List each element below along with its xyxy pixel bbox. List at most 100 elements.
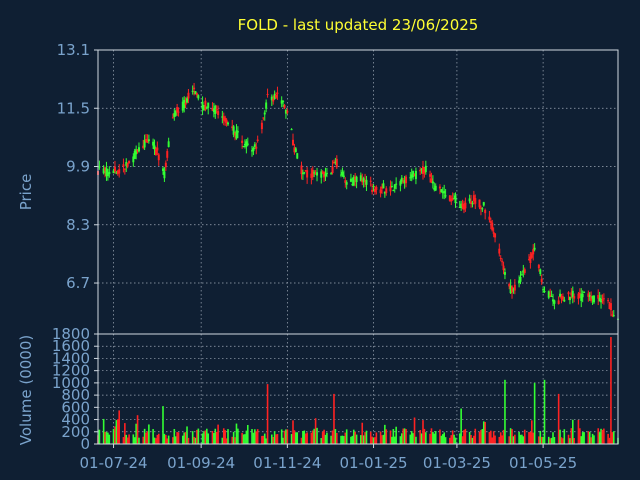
candle-body — [184, 102, 187, 105]
candle-body — [470, 201, 473, 205]
candle-body — [474, 198, 477, 204]
candle-body — [355, 176, 358, 183]
candle-body — [373, 188, 376, 193]
candle-body — [345, 182, 348, 185]
candle-body — [241, 140, 244, 144]
volume-bar — [206, 428, 208, 444]
volume-bar — [432, 431, 434, 444]
volume-bar — [553, 437, 556, 444]
candle-body — [171, 117, 174, 119]
candle-body — [403, 180, 406, 184]
candle-body — [262, 117, 265, 119]
price-tick-label: 11.5 — [57, 99, 90, 117]
volume-bar — [491, 437, 494, 444]
volume-bar — [350, 436, 352, 444]
candle-body — [537, 264, 540, 269]
candle-body — [344, 180, 347, 183]
candle-body — [341, 171, 344, 176]
volume-bar — [155, 438, 157, 444]
candle-body — [128, 160, 131, 164]
volume-bar — [550, 437, 553, 444]
volume-bar — [509, 428, 512, 444]
volume-bar — [213, 432, 215, 444]
volume-bar — [321, 431, 324, 444]
volume-bar — [381, 435, 383, 444]
volume-bar — [203, 431, 205, 444]
candle-body — [588, 295, 591, 297]
volume-bar — [157, 433, 160, 444]
volume-bar — [177, 432, 180, 444]
volume-bar — [215, 431, 218, 444]
candle-body — [420, 168, 423, 170]
candle-body — [235, 130, 238, 139]
candle-body — [550, 295, 553, 297]
volume-bar — [521, 434, 523, 444]
candle-body — [245, 141, 248, 147]
volume-bar — [567, 434, 570, 444]
volume-bar — [444, 437, 447, 444]
volume-bar — [108, 434, 111, 444]
candle-body — [98, 166, 101, 168]
candle-body — [300, 165, 303, 175]
volume-bar — [292, 420, 294, 444]
candle-body — [222, 116, 225, 121]
volume-bar — [518, 431, 520, 444]
candle-body — [533, 247, 536, 250]
candle-body — [501, 261, 504, 263]
candle-body — [419, 169, 422, 172]
volume-bar — [391, 436, 393, 444]
volume-bar — [231, 436, 234, 444]
price-tick-label: 6.7 — [66, 274, 90, 292]
volume-bar — [222, 428, 225, 444]
candle-body — [340, 174, 343, 176]
candle-body — [204, 100, 207, 110]
candle-body — [571, 290, 574, 298]
volume-bar — [173, 428, 176, 444]
volume-bar — [183, 432, 185, 444]
candle-body — [301, 173, 304, 175]
candle-body — [601, 299, 604, 301]
volume-tick-label: 800 — [61, 386, 90, 404]
volume-bar — [254, 429, 256, 444]
volume-bar — [310, 432, 313, 444]
volume-bar — [293, 430, 296, 444]
volume-bar — [204, 430, 207, 444]
candle-body — [489, 221, 492, 223]
candle-body — [195, 93, 198, 96]
candle-body — [163, 171, 166, 179]
volume-bar — [156, 434, 159, 444]
candle-body — [612, 315, 615, 317]
candle-body — [592, 295, 595, 303]
candle-body — [503, 272, 506, 275]
volume-bar — [379, 431, 382, 444]
candle-body — [325, 172, 328, 174]
candle-body — [135, 149, 138, 155]
candle-body — [263, 112, 266, 115]
candle-body — [256, 139, 259, 142]
candle-body — [152, 141, 155, 146]
candle-body — [335, 158, 338, 168]
candle-body — [519, 276, 522, 282]
volume-bar — [143, 428, 146, 444]
candle-body — [553, 300, 556, 304]
candle-body — [284, 109, 287, 114]
volume-bar — [331, 430, 334, 444]
candle-body — [296, 153, 299, 159]
volume-bar — [344, 432, 347, 444]
volume-bar — [403, 428, 406, 444]
candle-body — [132, 156, 135, 163]
volume-bar — [244, 434, 246, 444]
candle-body — [211, 107, 214, 111]
volume-tick-label: 1600 — [52, 337, 90, 355]
candle-body — [390, 185, 393, 187]
candle-body — [499, 257, 502, 259]
volume-bar — [98, 429, 101, 444]
volume-bar — [174, 436, 177, 444]
volume-bar — [181, 435, 184, 444]
volume-bar — [282, 437, 284, 444]
volume-bar — [296, 432, 299, 444]
volume-bar — [207, 433, 210, 444]
price-panel-frame — [97, 49, 619, 335]
volume-bar — [146, 431, 149, 444]
